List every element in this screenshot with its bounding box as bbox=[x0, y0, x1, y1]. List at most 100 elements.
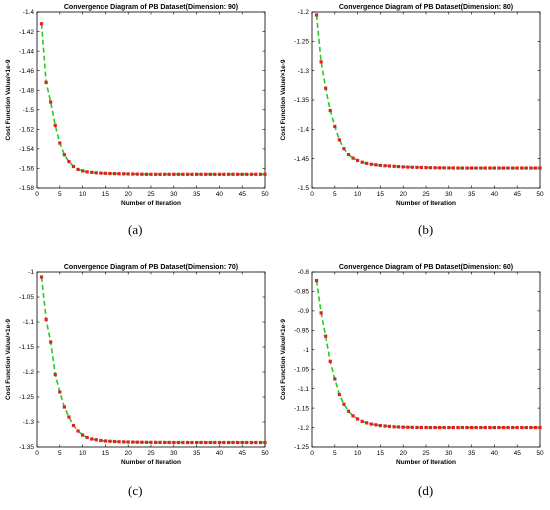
data-point bbox=[263, 440, 267, 445]
data-point bbox=[442, 166, 446, 170]
data-point bbox=[222, 440, 226, 445]
data-point bbox=[428, 425, 433, 430]
x-axis-label: Number of Iteration bbox=[396, 200, 456, 207]
data-point bbox=[135, 440, 139, 444]
data-point bbox=[378, 163, 382, 168]
data-point bbox=[356, 158, 360, 163]
y-tick-label: -1 bbox=[303, 347, 309, 354]
y-tick-label: -1.42 bbox=[19, 29, 34, 36]
x-tick-label: 20 bbox=[400, 450, 408, 457]
data-point bbox=[447, 166, 451, 170]
x-tick-label: 20 bbox=[400, 191, 408, 198]
y-tick-label: -1.35 bbox=[294, 97, 309, 104]
data-point bbox=[369, 162, 373, 166]
data-point bbox=[158, 172, 162, 176]
y-tick-label: -1.46 bbox=[19, 68, 34, 75]
data-point bbox=[217, 172, 221, 176]
data-point bbox=[365, 421, 369, 425]
data-point bbox=[58, 390, 62, 394]
data-point bbox=[401, 165, 405, 169]
data-point bbox=[529, 425, 533, 430]
data-point bbox=[378, 424, 382, 428]
data-point bbox=[158, 440, 162, 444]
data-point bbox=[460, 166, 465, 170]
data-point bbox=[406, 425, 410, 429]
data-point bbox=[208, 440, 212, 445]
data-point bbox=[39, 275, 44, 279]
x-tick-label: 25 bbox=[147, 191, 155, 198]
data-point bbox=[424, 165, 428, 170]
y-tick-label: -1.2 bbox=[298, 9, 310, 16]
data-point bbox=[99, 171, 103, 175]
data-point bbox=[520, 166, 524, 170]
data-point bbox=[465, 425, 469, 430]
data-point bbox=[149, 440, 153, 444]
data-point bbox=[474, 425, 478, 430]
data-point bbox=[94, 438, 98, 442]
y-tick-label: -0.85 bbox=[294, 289, 309, 296]
data-point bbox=[328, 108, 332, 113]
y-tick-label: -1.2 bbox=[298, 425, 310, 432]
data-point bbox=[533, 166, 538, 170]
x-tick-label: 15 bbox=[377, 191, 385, 198]
data-point bbox=[167, 172, 171, 176]
y-tick-label: -1.25 bbox=[294, 39, 309, 46]
x-tick-label: 50 bbox=[536, 191, 544, 198]
data-point bbox=[470, 425, 474, 430]
x-tick-label: 0 bbox=[310, 191, 314, 198]
y-tick-label: -1.05 bbox=[294, 366, 309, 373]
chart-title: Convergence Diagram of PB Dataset(Dimens… bbox=[64, 264, 238, 271]
data-point bbox=[319, 60, 323, 64]
data-point bbox=[360, 419, 364, 423]
data-point bbox=[438, 425, 442, 430]
data-point bbox=[511, 166, 515, 170]
data-point bbox=[451, 425, 455, 430]
x-tick-label: 25 bbox=[422, 191, 430, 198]
x-tick-label: 30 bbox=[170, 450, 178, 457]
data-point bbox=[213, 172, 217, 176]
x-tick-label: 25 bbox=[147, 450, 155, 457]
data-point bbox=[483, 166, 487, 170]
data-point bbox=[213, 440, 217, 445]
x-tick-label: 50 bbox=[536, 450, 544, 457]
data-point bbox=[245, 440, 249, 445]
data-point bbox=[135, 172, 139, 176]
data-point bbox=[337, 138, 341, 142]
x-tick-label: 50 bbox=[261, 450, 269, 457]
data-point bbox=[451, 166, 455, 170]
data-point bbox=[49, 340, 53, 344]
data-point bbox=[236, 172, 240, 176]
data-point bbox=[144, 440, 149, 444]
x-tick-label: 35 bbox=[193, 450, 201, 457]
chart-title: Convergence Diagram of PB Dataset(Dimens… bbox=[339, 264, 513, 271]
data-point bbox=[131, 440, 135, 444]
data-point bbox=[263, 172, 267, 176]
data-point bbox=[240, 172, 244, 176]
chart-panel-a: Convergence Diagram of PB Dataset(Dimens… bbox=[0, 0, 275, 255]
data-point bbox=[488, 425, 492, 430]
data-point bbox=[67, 160, 71, 164]
y-tick-label: -1.1 bbox=[298, 386, 310, 393]
data-point bbox=[172, 172, 176, 176]
data-point bbox=[447, 425, 451, 430]
data-point bbox=[62, 405, 66, 409]
data-point bbox=[231, 440, 235, 445]
data-point bbox=[249, 440, 253, 445]
data-point bbox=[140, 440, 144, 444]
x-tick-label: 45 bbox=[514, 450, 522, 457]
y-tick-label: -0.9 bbox=[298, 308, 310, 315]
panel-label-c: (c) bbox=[128, 483, 143, 498]
data-point bbox=[410, 425, 414, 429]
y-tick-label: -1.35 bbox=[19, 444, 34, 451]
data-point bbox=[163, 172, 167, 176]
data-point bbox=[474, 166, 478, 170]
data-point bbox=[492, 425, 496, 430]
data-point bbox=[62, 153, 66, 157]
data-point bbox=[149, 172, 153, 176]
y-tick-label: -0.8 bbox=[298, 269, 310, 276]
y-axis-label: Cost Function Value/×1e-9 bbox=[280, 319, 287, 400]
y-tick-label: -1.2 bbox=[23, 369, 35, 376]
data-point bbox=[456, 166, 460, 170]
data-point bbox=[497, 166, 501, 170]
data-point bbox=[392, 425, 396, 429]
